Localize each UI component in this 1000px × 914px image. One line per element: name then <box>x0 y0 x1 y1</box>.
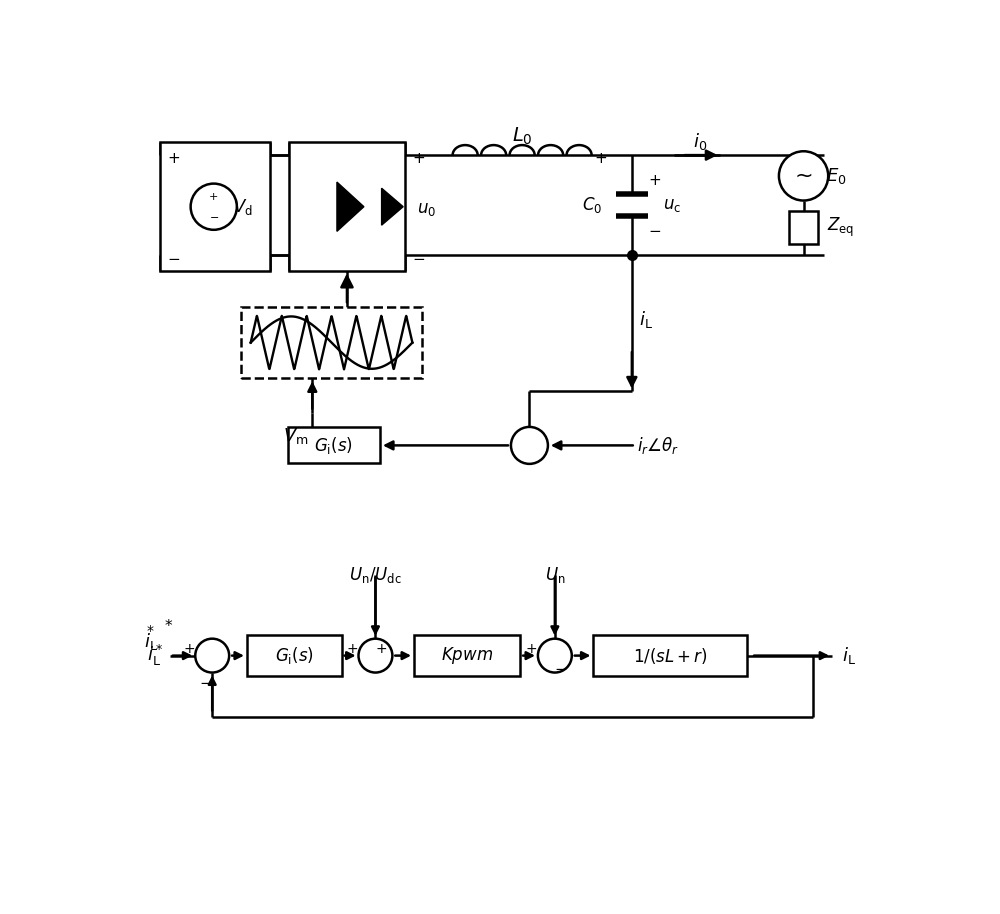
Text: +: + <box>526 643 538 656</box>
Text: $u_0$: $u_0$ <box>417 200 436 218</box>
Text: $1/(sL+r)$: $1/(sL+r)$ <box>633 645 708 665</box>
Text: $G_{\rm i}(s)$: $G_{\rm i}(s)$ <box>275 645 314 666</box>
Text: +: + <box>167 152 180 166</box>
Text: $V_{\rm m}$: $V_{\rm m}$ <box>283 426 308 446</box>
Text: +: + <box>595 152 607 166</box>
Circle shape <box>195 639 229 673</box>
Text: $i_{\rm L}^*$: $i_{\rm L}^*$ <box>147 643 164 668</box>
Bar <box>160 142 270 271</box>
Bar <box>241 307 422 378</box>
Circle shape <box>538 639 572 673</box>
Text: $L_0$: $L_0$ <box>512 125 532 146</box>
Bar <box>789 211 818 244</box>
Text: $i_r\angle\theta_r$: $i_r\angle\theta_r$ <box>637 435 680 456</box>
Bar <box>288 427 380 463</box>
Bar <box>414 635 520 676</box>
Bar <box>289 142 405 271</box>
Circle shape <box>779 151 828 200</box>
Circle shape <box>511 427 548 464</box>
Text: $i_0$: $i_0$ <box>693 131 707 152</box>
Text: $-$: $-$ <box>648 222 662 238</box>
Text: *: * <box>147 624 154 638</box>
Text: $-$: $-$ <box>209 211 219 221</box>
Text: +: + <box>347 643 358 656</box>
Text: +: + <box>649 173 661 188</box>
Circle shape <box>191 184 237 229</box>
Polygon shape <box>382 188 403 225</box>
Polygon shape <box>337 182 364 231</box>
Text: $i_{\rm L}$: $i_{\rm L}$ <box>144 632 158 653</box>
Bar <box>593 635 747 676</box>
Text: $-$: $-$ <box>199 674 213 688</box>
Text: $Z_{\rm eq}$: $Z_{\rm eq}$ <box>827 216 854 239</box>
Text: $-$: $-$ <box>167 250 180 265</box>
Text: $U_{\rm n}$: $U_{\rm n}$ <box>545 565 565 585</box>
Text: +: + <box>183 643 195 656</box>
Text: *: * <box>164 619 172 633</box>
Bar <box>247 635 342 676</box>
Text: $-$: $-$ <box>554 660 568 675</box>
Text: $i_{\rm L}$: $i_{\rm L}$ <box>842 645 856 666</box>
Text: +: + <box>209 193 218 203</box>
Text: $u_{\rm c}$: $u_{\rm c}$ <box>663 197 681 214</box>
Text: $i_{\rm L}$: $i_{\rm L}$ <box>639 309 653 330</box>
Text: $V_{\rm d}$: $V_{\rm d}$ <box>233 197 253 217</box>
Text: +: + <box>376 643 387 656</box>
Text: $G_{\rm i}(s)$: $G_{\rm i}(s)$ <box>314 434 353 455</box>
Text: $E_0$: $E_0$ <box>826 166 846 186</box>
Text: +: + <box>412 152 425 166</box>
Circle shape <box>358 639 392 673</box>
Text: $Kpwm$: $Kpwm$ <box>441 645 493 666</box>
Text: ~: ~ <box>794 166 813 186</box>
Text: $U_{\rm n}/U_{\rm dc}$: $U_{\rm n}/U_{\rm dc}$ <box>349 565 402 585</box>
Text: $C_0$: $C_0$ <box>582 196 602 215</box>
Text: $-$: $-$ <box>412 250 425 265</box>
